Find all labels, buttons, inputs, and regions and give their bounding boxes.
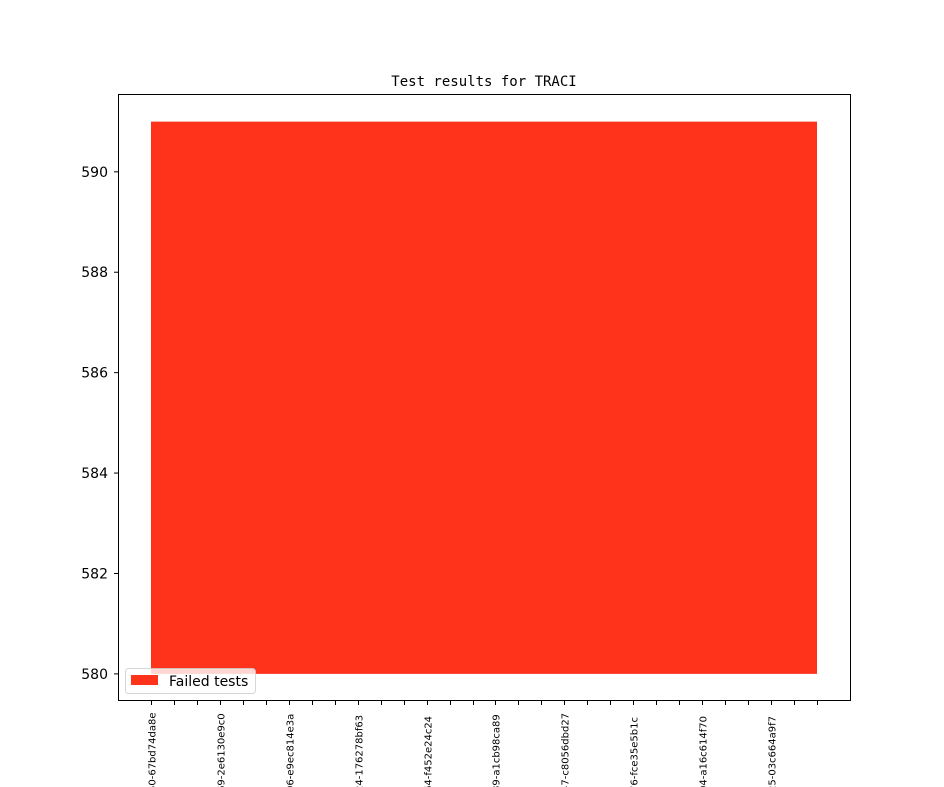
y-tick-label: 586 xyxy=(81,366,108,382)
failed-tests-area xyxy=(151,121,817,674)
x-tick-label: 50-67bd74da8e xyxy=(148,713,159,787)
x-tick-label: 64-f452e24c24 xyxy=(424,716,435,787)
x-tick-label: 06-e9ec814e3a xyxy=(286,714,297,787)
plot-frame xyxy=(118,94,851,701)
x-tick-label: 69-2e6130e9c0 xyxy=(217,713,228,787)
x-tick-label: 89-a1cb98ca89 xyxy=(492,714,503,787)
chart-title: Test results for TRACI xyxy=(391,74,576,90)
y-tick-label: 588 xyxy=(81,265,108,281)
x-tick-label: 04-a16c614f70 xyxy=(699,716,710,787)
x-tick-label: 25-03c664a9f7 xyxy=(768,716,779,787)
x-tick-label: 76-fce35e5b1c xyxy=(630,717,641,787)
legend-swatch xyxy=(131,675,158,685)
legend-box xyxy=(125,668,256,694)
y-tick-label: 590 xyxy=(81,165,108,181)
legend-label: Failed tests xyxy=(169,674,248,690)
x-tick-label: 47-c8056dbd27 xyxy=(561,713,572,787)
legend: Failed tests xyxy=(125,668,256,694)
y-tick-label: 584 xyxy=(81,466,108,482)
y-tick-label: 582 xyxy=(81,566,108,582)
x-tick-label: 24-176278bf63 xyxy=(355,715,366,787)
y-tick-label: 580 xyxy=(81,667,108,683)
